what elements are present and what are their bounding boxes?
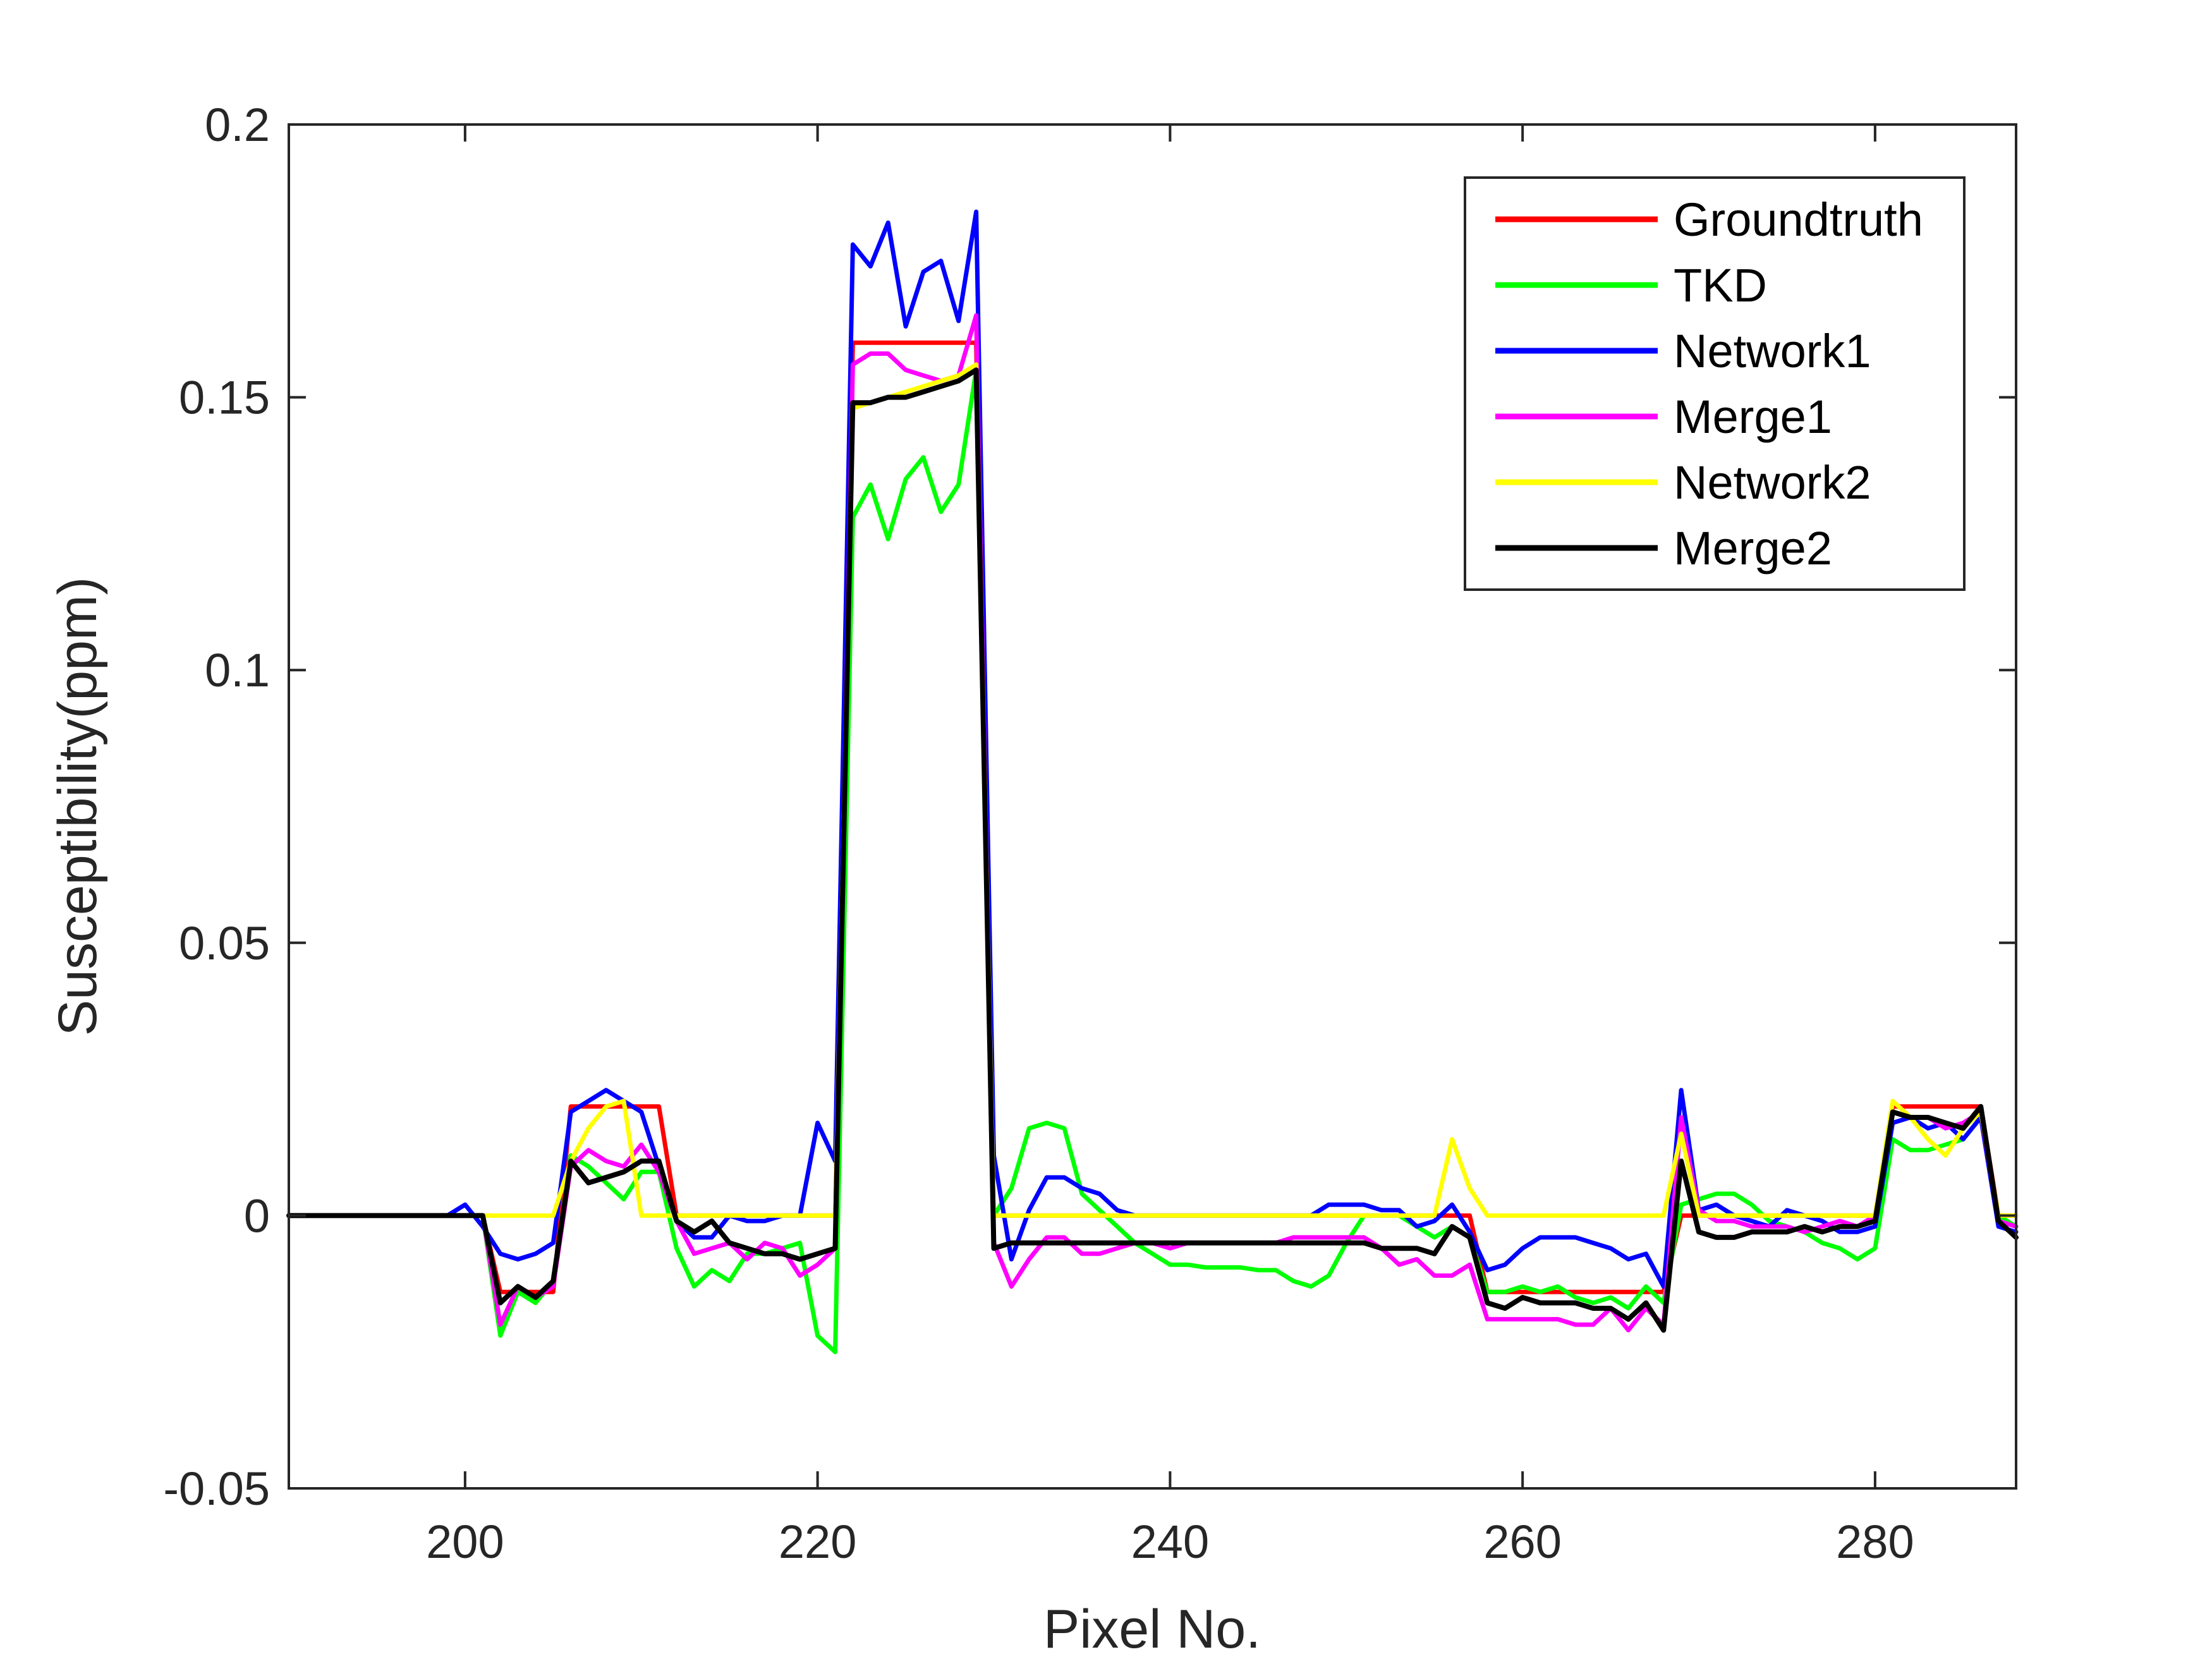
y-tick-label: 0.15: [179, 372, 270, 424]
y-tick-label: -0.05: [163, 1462, 270, 1515]
x-tick-label: 220: [779, 1516, 856, 1568]
legend-label-network2: Network2: [1674, 456, 1871, 509]
legend-label-network1: Network1: [1674, 325, 1871, 377]
legend-label-groundtruth: Groundtruth: [1674, 193, 1923, 246]
series-line-network2: [286, 362, 2019, 1218]
series-layer: [286, 209, 2019, 1354]
y-tick-label: 0.05: [179, 917, 270, 969]
x-tick-label: 280: [1836, 1516, 1914, 1568]
y-tick-label: 0: [244, 1189, 270, 1242]
x-axis: 200 220 240 260 280: [426, 125, 1914, 1568]
x-axis-label: Pixel No.: [1043, 1599, 1261, 1659]
legend-label-merge2: Merge2: [1674, 522, 1832, 574]
x-tick-label: 240: [1131, 1516, 1209, 1568]
series-line-merge2: [286, 367, 2019, 1333]
legend: Groundtruth TKD Network1 Merge1 Network2 Merg…: [1464, 176, 1966, 591]
y-tick-label: 0.2: [205, 99, 270, 151]
legend-label-tkd: TKD: [1674, 259, 1767, 312]
legend-box: [1464, 176, 1966, 591]
x-tick-label: 200: [426, 1516, 504, 1568]
y-axis: -0.05 0 0.05 0.1 0.15 0.2: [163, 99, 2016, 1515]
x-tick-label: 260: [1483, 1516, 1561, 1568]
y-axis-label: Susceptibility(ppm): [47, 577, 108, 1036]
axes-box: [288, 123, 2017, 1490]
legend-label-merge1: Merge1: [1674, 391, 1832, 443]
y-tick-label: 0.1: [205, 644, 270, 696]
